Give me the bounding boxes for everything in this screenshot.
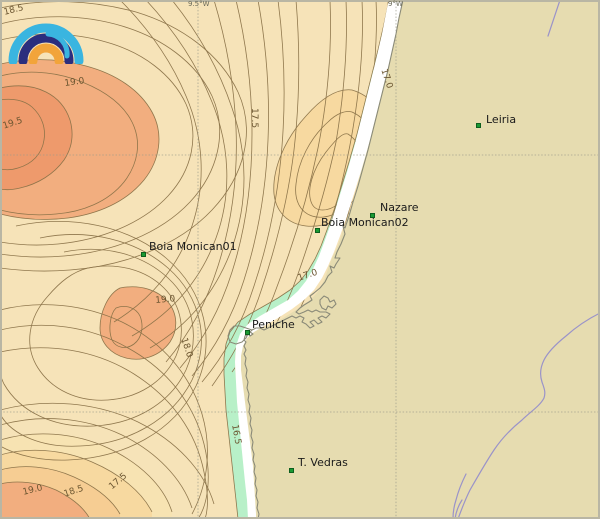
rainbow-arc-logo (8, 23, 84, 64)
place-dot-nazare[interactable] (370, 213, 375, 218)
place-dot-leiria[interactable] (476, 123, 481, 128)
nodata-coastal-strip (235, 0, 403, 519)
place-dot-t-vedras[interactable] (289, 468, 294, 473)
place-dot-boia-monican02[interactable] (315, 228, 320, 233)
coastline (227, 0, 404, 519)
place-dot-boia-monican01[interactable] (141, 252, 146, 257)
place-dot-peniche[interactable] (245, 330, 250, 335)
